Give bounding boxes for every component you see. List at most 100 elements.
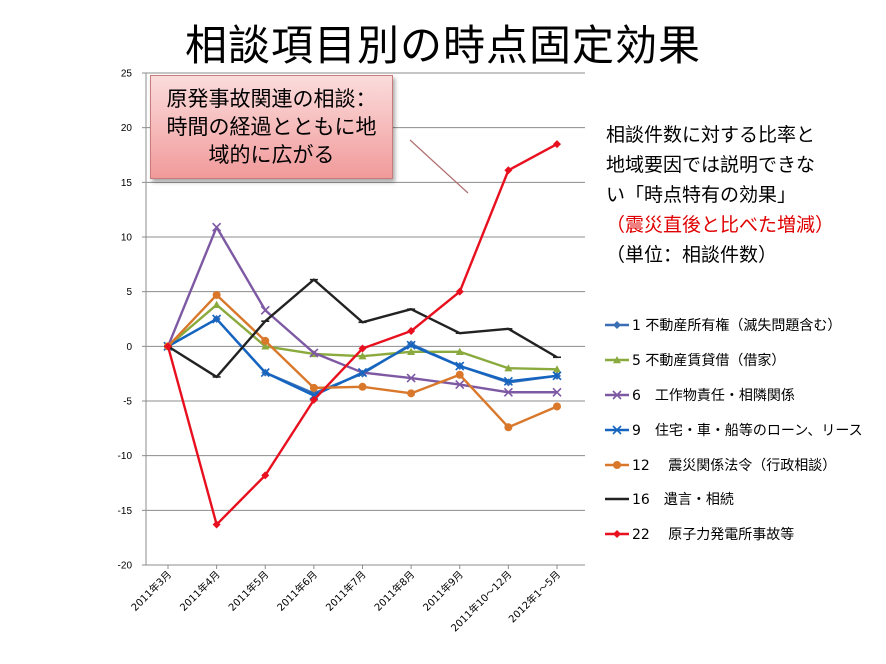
data-point (406, 340, 416, 350)
data-point (455, 380, 465, 390)
data-point (309, 383, 318, 392)
y-tick-label: 20 (121, 123, 133, 134)
x-tick-label: 2011年9月 (420, 568, 466, 614)
data-point (406, 373, 416, 383)
data-point (261, 336, 270, 345)
annotation-line-1: 相談件数に対する比率と (606, 124, 816, 146)
legend-label: 22 原子力発電所事故等 (632, 527, 795, 544)
data-point (553, 140, 561, 149)
data-point (212, 222, 222, 232)
legend-label: 5 不動産賃貸借（借家） (632, 353, 786, 370)
data-point (212, 290, 221, 299)
data-point (613, 460, 621, 469)
axes (142, 72, 558, 569)
chart-title: 相談項目別の時点固定効果 (184, 21, 701, 70)
data-point (358, 352, 367, 360)
data-point (309, 348, 319, 358)
data-point (407, 347, 416, 355)
y-tick-label: 15 (121, 178, 133, 189)
series-line (167, 293, 558, 429)
data-point (504, 423, 513, 432)
legend-label: 9 住宅・車・船等のローン、リース (632, 422, 863, 439)
legend-label: 16 遺言・相続 (632, 492, 734, 509)
legend-swatch (605, 498, 629, 501)
x-tick-label: 2011年8月 (371, 568, 417, 614)
data-point (455, 361, 465, 371)
data-point (613, 530, 621, 539)
data-point (613, 321, 621, 330)
legend-item: 9 住宅・車・船等のローン、リース (604, 412, 863, 447)
x-tick-label: 2011年4月 (177, 568, 223, 614)
x-tick-label: 2011年7月 (323, 568, 369, 614)
x-tick-label: 2011年3月 (128, 568, 174, 614)
legend-item: 22 原子力発電所事故等 (604, 517, 863, 552)
legend-label: 1 不動産所有権（滅失問題含む） (632, 318, 842, 335)
annotation-line-4: （震災直後と比べた増減） (606, 214, 835, 236)
data-point (553, 365, 561, 373)
series-6 (164, 140, 561, 529)
callout-line-1: 原発事故関連の相談： (166, 87, 377, 111)
callout-line-2: 時間の経過とともに地 (166, 115, 377, 139)
legend-swatch (605, 425, 629, 435)
annotation-line-2: 地域要因では説明できな (606, 154, 816, 176)
series-1 (164, 300, 561, 373)
data-point (503, 387, 513, 397)
data-point (358, 344, 367, 353)
legend-swatch (605, 321, 629, 330)
data-point (455, 347, 464, 355)
data-point (552, 387, 562, 397)
data-point (407, 327, 416, 336)
data-point (612, 390, 622, 400)
data-point (612, 425, 622, 435)
y-tick-label: -20 (118, 561, 133, 572)
legend-item: 1 不動産所有権（滅失問題含む） (604, 308, 863, 343)
data-point (164, 342, 172, 351)
series-line (167, 303, 558, 371)
data-point (260, 368, 270, 378)
x-tick-labels: 2011年3月 2011年4月 2011年5月 2011年6月 2011年7月 2011年… (128, 568, 563, 634)
legend-item: 16 遺言・相続 (604, 482, 863, 517)
callout-box: 原発事故関連の相談： 時間の経過とともに地 域的に広がる (150, 75, 393, 179)
data-point (407, 389, 416, 398)
annotation-text: 相談件数に対する比率と 地域要因では説明できな い「時点特有の効果」 （震災直後… (606, 120, 834, 270)
series-lines (163, 140, 562, 529)
x-tick-label: 2011年6月 (274, 568, 320, 614)
annotation-line-5: （単位：相談件数） (606, 244, 778, 266)
y-tick-label: 0 (126, 342, 132, 353)
data-point (455, 370, 464, 379)
data-point (455, 287, 464, 296)
data-point (613, 356, 621, 364)
callout-pointer (409, 139, 469, 194)
y-tick-label: -15 (118, 506, 133, 517)
legend-item: 12 震災関係法令（行政相談） (604, 447, 863, 482)
y-tick-label: 10 (121, 233, 133, 244)
y-tick-label: 5 (126, 287, 132, 298)
data-point (212, 314, 222, 324)
data-point (503, 376, 513, 386)
legend-item: 6 工作物責任・相隣関係 (604, 378, 863, 413)
data-point (309, 395, 318, 404)
y-tick-label: -5 (123, 397, 132, 408)
data-point (261, 471, 270, 480)
data-point (212, 520, 221, 529)
data-point (261, 342, 270, 350)
data-point (260, 305, 270, 315)
legend: 1 不動産所有権（滅失問題含む） 5 不動産賃貸借（借家） 6 工作物責任・相隣関係… (604, 308, 863, 552)
x-tick-label: 2012年1～5月 (506, 568, 563, 625)
legend-item: 5 不動産賃貸借（借家） (604, 343, 863, 378)
data-point (504, 166, 513, 175)
annotation-line-3: い「時点特有の効果」 (606, 184, 797, 206)
y-tick-labels: -20 -15 -10 -5 0 5 10 15 20 25 (118, 69, 133, 572)
series-line (166, 143, 558, 526)
legend-swatch (605, 460, 629, 469)
legend-swatch (605, 390, 629, 400)
legend-swatch (605, 356, 629, 364)
data-point (212, 300, 221, 308)
data-point (553, 402, 561, 411)
data-point (357, 368, 368, 378)
legend-label: 12 震災関係法令（行政相談） (632, 457, 837, 474)
y-tick-label: -10 (118, 451, 133, 462)
data-point (552, 371, 562, 381)
legend-label: 6 工作物責任・相隣関係 (632, 387, 795, 404)
x-tick-label: 2011年5月 (226, 568, 272, 614)
